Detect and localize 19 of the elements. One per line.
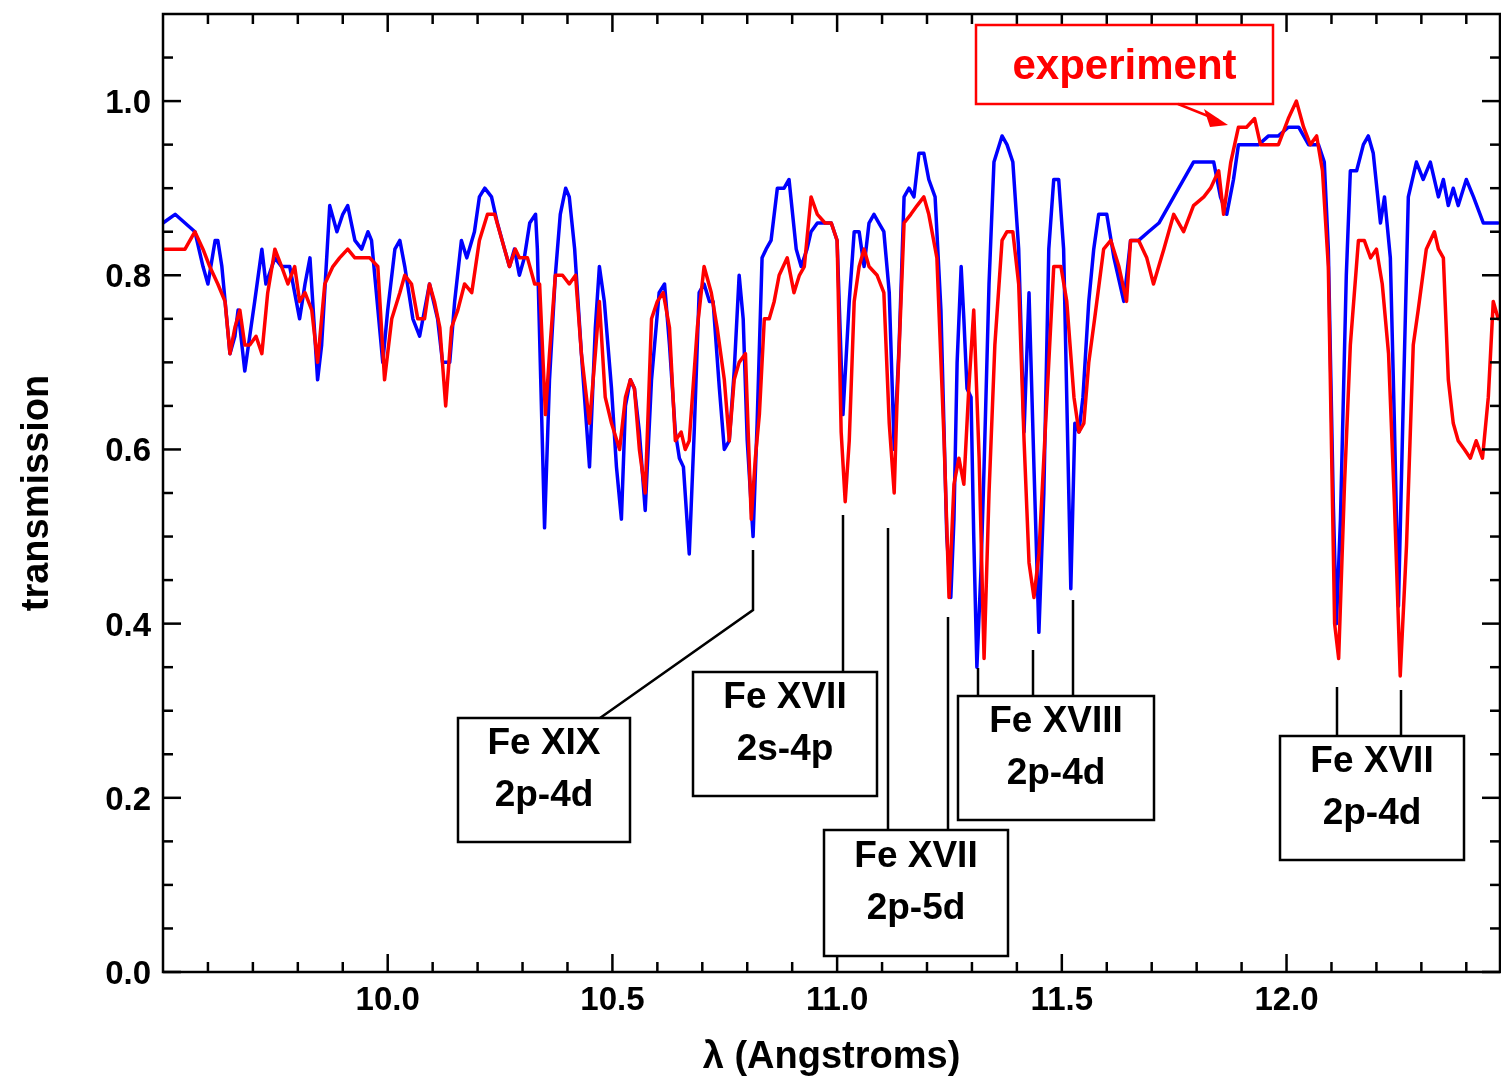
annotation: Fe XVII 2s-4p <box>723 675 847 768</box>
series-label: experiment <box>1012 41 1237 88</box>
x-tick-label: 11.0 <box>805 980 869 1017</box>
y-tick-label: 0.0 <box>105 954 151 991</box>
y-tick-label: 0.4 <box>105 605 152 643</box>
y-tick-label: 0.2 <box>105 779 151 817</box>
y-tick-label: 0.8 <box>105 257 151 295</box>
x-tick-label: 12.0 <box>1254 980 1319 1017</box>
y-tick-label: 1.0 <box>105 83 151 121</box>
y-tick-label: 0.6 <box>105 431 151 469</box>
x-tick-label: 10.5 <box>580 980 645 1017</box>
x-tick-label: 11.5 <box>1030 980 1094 1017</box>
annotation: Fe XVII 2p-5d <box>854 834 978 927</box>
annotation: Fe XVIII 2p-4d <box>989 699 1123 792</box>
x-axis-title: λ (Angstroms) <box>702 1034 961 1076</box>
y-axis-title: transmission <box>14 374 56 612</box>
annotation: Fe XVII 2p-4d <box>1310 739 1434 832</box>
annotation: Fe XIX 2p-4d <box>487 721 601 814</box>
x-tick-label: 10.0 <box>355 980 420 1017</box>
